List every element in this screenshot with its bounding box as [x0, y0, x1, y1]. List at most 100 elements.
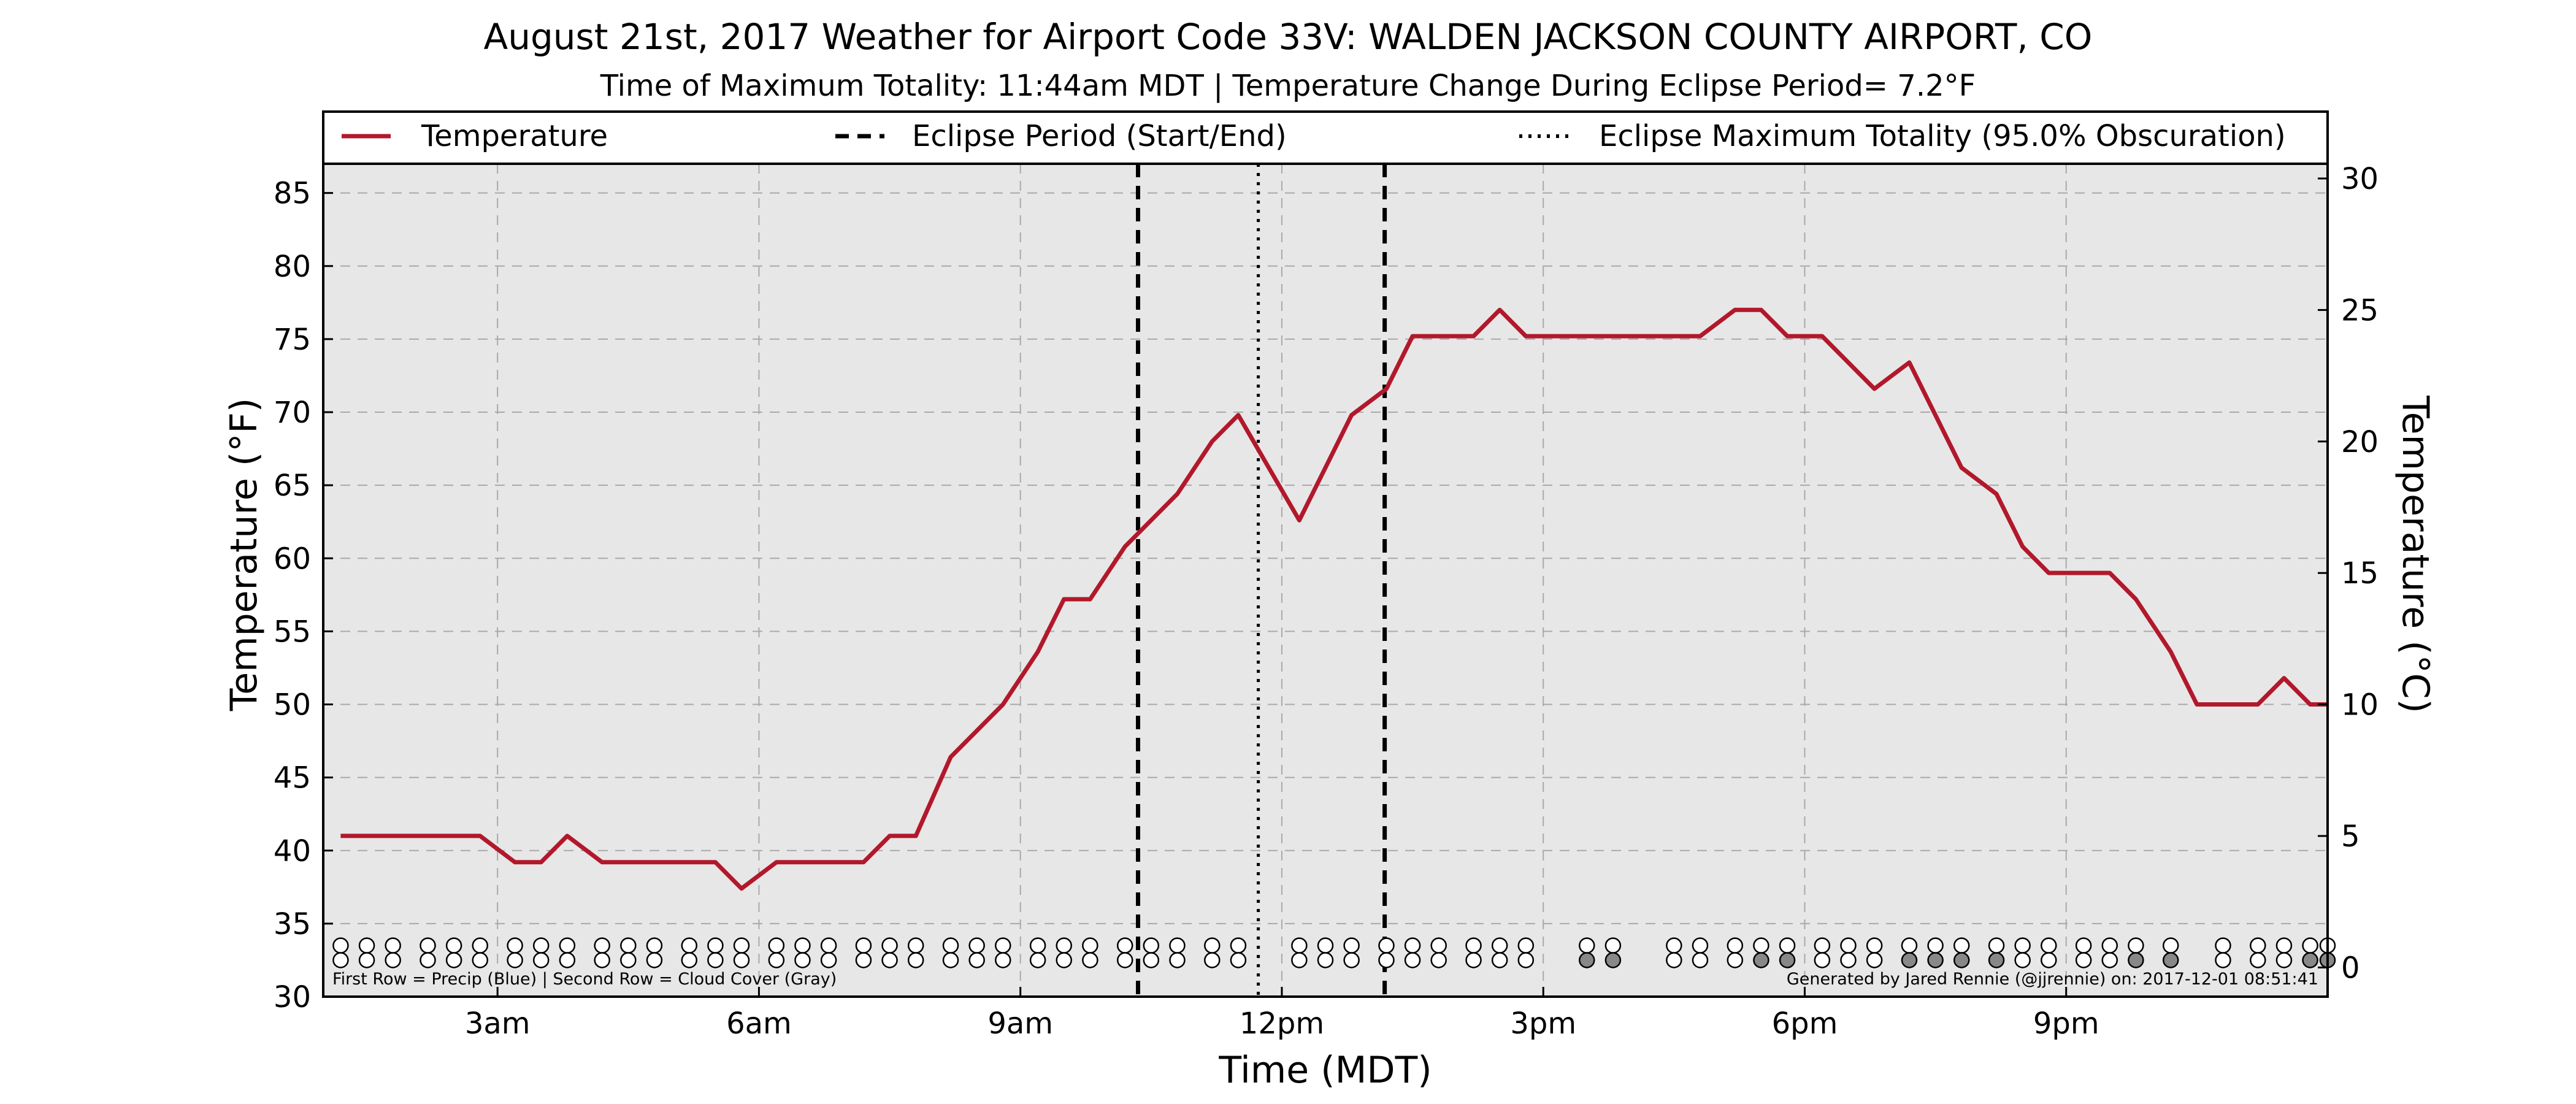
y-tick-label: 80	[274, 250, 311, 284]
precip-marker	[1491, 937, 1508, 954]
precip-marker	[559, 937, 576, 954]
precip-marker	[707, 937, 724, 954]
precip-marker	[1404, 937, 1421, 954]
precip-marker	[1169, 937, 1186, 954]
precip-marker	[1204, 937, 1221, 954]
plot-area	[323, 164, 2328, 997]
cloud-marker	[820, 952, 837, 968]
cloud-marker	[1378, 952, 1395, 968]
precip-marker	[820, 937, 837, 954]
cloud-marker	[1692, 952, 1709, 968]
cloud-marker	[1953, 952, 1970, 968]
legend-eclipse-max-label: Eclipse Maximum Totality (95.0% Obscurat…	[1599, 119, 2286, 153]
temperature-line	[340, 307, 2328, 891]
precip-marker	[733, 937, 750, 954]
cloud-marker	[472, 952, 489, 968]
cloud-marker	[942, 952, 959, 968]
precip-marker	[995, 937, 1011, 954]
cloud-marker	[2250, 952, 2266, 968]
cloud-marker	[1430, 952, 1447, 968]
cloud-marker	[1317, 952, 1334, 968]
y-tick-label: 75	[274, 323, 311, 357]
precip-marker	[2250, 937, 2266, 954]
precip-marker	[1143, 937, 1160, 954]
cloud-marker	[855, 952, 872, 968]
precip-marker	[2041, 937, 2057, 954]
eclipse-lines	[1136, 164, 1387, 997]
y-tick-label: 65	[274, 469, 311, 503]
footnote-left: First Row = Precip (Blue) | Second Row =…	[332, 970, 837, 989]
cloud-marker	[1604, 952, 1622, 968]
y-tick-label: 55	[274, 615, 311, 649]
precip-marker	[1465, 937, 1482, 954]
precip-marker	[620, 937, 637, 954]
precip-marker	[1953, 937, 1970, 954]
y-tick-label: 70	[274, 396, 311, 430]
cloud-marker	[1143, 952, 1160, 968]
cloud-marker	[968, 952, 985, 968]
y-right-tick-label: 30	[2341, 162, 2379, 196]
precip-marker	[2128, 937, 2144, 954]
cloud-marker	[1204, 952, 1221, 968]
chart-subtitle: Time of Maximum Totality: 11:44am MDT | …	[600, 69, 1976, 103]
precip-marker	[445, 937, 462, 954]
precip-marker	[1343, 937, 1360, 954]
y-tick-label: 60	[274, 542, 311, 576]
precip-marker	[1579, 937, 1595, 954]
precip-marker	[1666, 937, 1682, 954]
precip-marker	[1727, 937, 1744, 954]
precip-marker	[646, 937, 663, 954]
precip-marker	[1779, 937, 1796, 954]
precip-marker	[2162, 937, 2179, 954]
precip-marker	[472, 937, 489, 954]
y-tick-label: 50	[274, 688, 311, 723]
precip-marker	[1753, 937, 1769, 954]
precip-marker	[968, 937, 985, 954]
precip-marker	[332, 937, 349, 954]
cloud-marker	[1343, 952, 1360, 968]
cloud-marker	[620, 952, 637, 968]
precip-marker	[507, 937, 523, 954]
cloud-marker	[358, 952, 375, 968]
x-tick-label: 9am	[987, 1006, 1053, 1041]
cloud-marker	[1814, 952, 1831, 968]
precip-marker	[1866, 937, 1883, 954]
precip-marker	[855, 937, 872, 954]
cloud-marker	[532, 952, 550, 968]
precip-marker	[1230, 937, 1247, 954]
precip-marker	[1378, 937, 1395, 954]
cloud-marker	[1666, 952, 1682, 968]
y-right-tick-label: 20	[2341, 425, 2379, 459]
cloud-marker	[2162, 952, 2179, 968]
grid	[323, 164, 2328, 997]
cloud-marker	[1116, 952, 1133, 968]
precip-marker	[1116, 937, 1133, 954]
cloud-marker	[385, 952, 401, 968]
precip-marker	[1604, 937, 1622, 954]
precip-marker	[1029, 937, 1046, 954]
plot-frame	[322, 110, 2329, 998]
cloud-marker	[2128, 952, 2144, 968]
y-right-tick-label: 25	[2341, 293, 2379, 328]
cloud-marker	[1753, 952, 1769, 968]
cloud-marker	[1082, 952, 1098, 968]
precip-marker	[2075, 937, 2092, 954]
cloud-marker	[1727, 952, 1744, 968]
precip-marker	[681, 937, 698, 954]
cloud-marker	[1291, 952, 1308, 968]
precip-marker	[2302, 937, 2318, 954]
cloud-marker	[907, 952, 924, 968]
y-right-tick-label: 5	[2341, 819, 2360, 854]
cloud-marker	[332, 952, 349, 968]
cloud-marker	[1579, 952, 1595, 968]
precip-marker	[1927, 937, 1944, 954]
precip-marker	[2014, 937, 2031, 954]
cloud-marker	[2075, 952, 2092, 968]
cloud-marker	[1404, 952, 1421, 968]
precip-marker	[907, 937, 924, 954]
cloud-marker	[1230, 952, 1247, 968]
cloud-marker	[1840, 952, 1857, 968]
y-tick-label: 30	[274, 980, 311, 1014]
cloud-marker	[1866, 952, 1883, 968]
